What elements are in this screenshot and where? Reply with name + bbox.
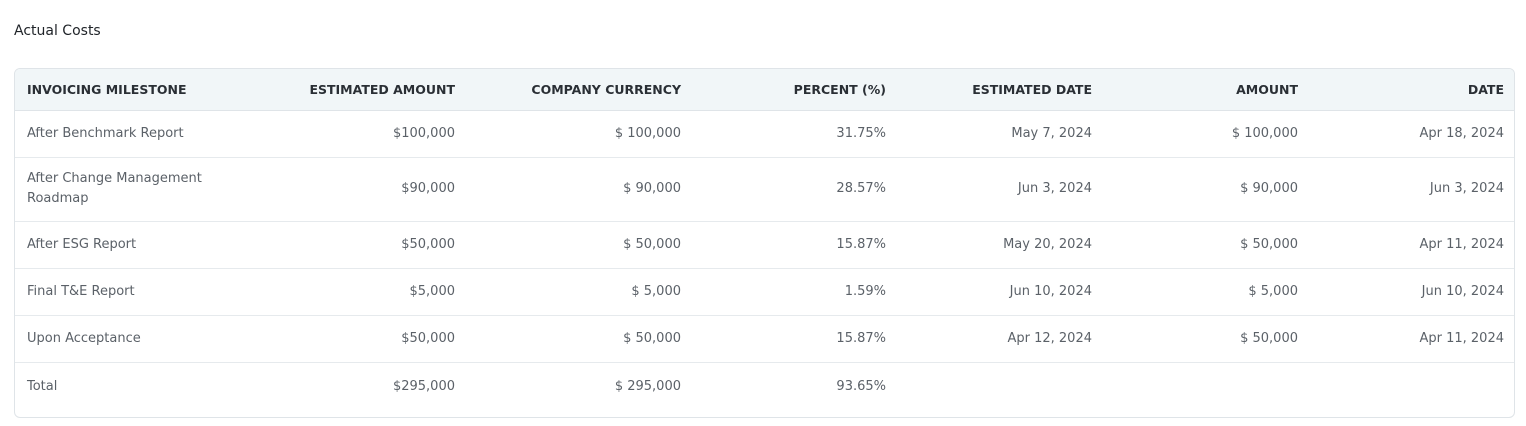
cell-amount: $ 100,000	[1104, 110, 1310, 158]
cell-estimated-amount: $90,000	[222, 157, 467, 222]
cell-company-currency: $ 50,000	[467, 315, 693, 363]
cell-company-currency: $ 100,000	[467, 110, 693, 158]
cell-date: Jun 10, 2024	[1310, 268, 1514, 316]
cell-percent: 1.59%	[693, 268, 898, 316]
cell-milestone-text: After Change Management Roadmap	[27, 171, 202, 206]
table-row: After Change Management Roadmap $90,000 …	[15, 157, 1514, 222]
total-estimated-amount: $295,000	[392, 379, 455, 395]
table-body: After Benchmark Report $100,000 $ 100,00…	[15, 110, 1514, 412]
cell-amount: $ 90,000	[1104, 157, 1310, 222]
cell-date: Apr 11, 2024	[1310, 315, 1514, 363]
cell-percent: 31.75%	[693, 110, 898, 158]
cell-milestone: Upon Acceptance	[15, 315, 222, 363]
cell-milestone: After ESG Report	[15, 221, 222, 269]
header-date[interactable]: DATE	[1310, 69, 1514, 111]
cell-milestone: Final T&E Report	[15, 268, 222, 316]
total-row: Total $295,000 $ 295,000 93.65%	[15, 362, 1514, 412]
cell-percent: 28.57%	[693, 157, 898, 222]
total-amount	[1104, 362, 1310, 412]
header-percent[interactable]: PERCENT (%)	[693, 69, 898, 111]
cell-estimated-date: Jun 10, 2024	[898, 268, 1104, 316]
cell-estimated-amount: $50,000	[222, 221, 467, 269]
cell-amount: $ 50,000	[1104, 315, 1310, 363]
header-company-currency[interactable]: COMPANY CURRENCY	[467, 69, 693, 111]
table-row: After ESG Report $50,000 $ 50,000 15.87%…	[15, 221, 1514, 269]
cell-estimated-date: May 7, 2024	[898, 110, 1104, 158]
cell-estimated-date: Jun 3, 2024	[898, 157, 1104, 222]
cell-company-currency: $ 90,000	[467, 157, 693, 222]
cell-company-currency: $ 50,000	[467, 221, 693, 269]
cell-date: Apr 11, 2024	[1310, 221, 1514, 269]
cell-date: Jun 3, 2024	[1310, 157, 1514, 222]
cell-estimated-amount: $5,000	[222, 268, 467, 316]
header-amount[interactable]: AMOUNT	[1104, 69, 1310, 111]
table-row: Upon Acceptance $50,000 $ 50,000 15.87% …	[15, 315, 1514, 363]
header-estimated-date[interactable]: ESTIMATED DATE	[898, 69, 1104, 111]
cell-estimated-date: Apr 12, 2024	[898, 315, 1104, 363]
cell-milestone: After Change Management Roadmap	[15, 157, 222, 222]
cell-amount: $ 50,000	[1104, 221, 1310, 269]
header-row: INVOICING MILESTONE ESTIMATED AMOUNT COM…	[15, 69, 1514, 111]
cell-estimated-date: May 20, 2024	[898, 221, 1104, 269]
section-title: Actual Costs	[14, 23, 101, 39]
table-header: INVOICING MILESTONE ESTIMATED AMOUNT COM…	[15, 69, 1514, 111]
total-percent: 93.65%	[836, 379, 886, 395]
cell-percent: 15.87%	[693, 315, 898, 363]
actual-costs-table-card: INVOICING MILESTONE ESTIMATED AMOUNT COM…	[14, 68, 1515, 418]
total-estimated-date	[898, 362, 1104, 412]
cell-date: Apr 18, 2024	[1310, 110, 1514, 158]
total-label: Total	[27, 379, 58, 395]
cell-milestone: After Benchmark Report	[15, 110, 222, 158]
table-row: Final T&E Report $5,000 $ 5,000 1.59% Ju…	[15, 268, 1514, 316]
cell-company-currency: $ 5,000	[467, 268, 693, 316]
cell-estimated-amount: $100,000	[222, 110, 467, 158]
header-invoicing-milestone[interactable]: INVOICING MILESTONE	[15, 69, 222, 111]
actual-costs-table: INVOICING MILESTONE ESTIMATED AMOUNT COM…	[15, 69, 1514, 412]
total-company-currency: $ 295,000	[614, 379, 681, 395]
cell-amount: $ 5,000	[1104, 268, 1310, 316]
total-date	[1310, 362, 1514, 412]
cell-estimated-amount: $50,000	[222, 315, 467, 363]
cell-percent: 15.87%	[693, 221, 898, 269]
table-row: After Benchmark Report $100,000 $ 100,00…	[15, 110, 1514, 158]
header-estimated-amount[interactable]: ESTIMATED AMOUNT	[222, 69, 467, 111]
